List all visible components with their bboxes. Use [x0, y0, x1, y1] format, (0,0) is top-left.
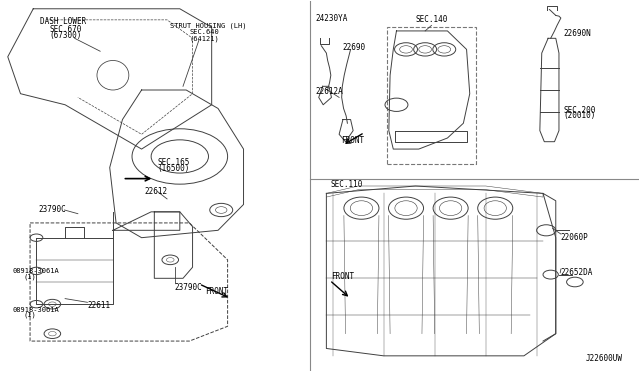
Text: 24230YA: 24230YA	[316, 13, 348, 22]
Text: FRONT: FRONT	[341, 137, 364, 145]
Text: 22652DA: 22652DA	[561, 268, 593, 277]
Text: DASH LOWER: DASH LOWER	[40, 17, 86, 26]
Text: FRONT: FRONT	[332, 272, 355, 281]
Text: (1): (1)	[24, 273, 36, 280]
Text: SEC.165: SEC.165	[157, 157, 190, 167]
Text: J22600UW: J22600UW	[586, 354, 623, 363]
Text: SEC.200: SEC.200	[563, 106, 596, 115]
Text: 22611: 22611	[88, 301, 111, 311]
Text: 22690N: 22690N	[563, 29, 591, 38]
Text: (67300): (67300)	[49, 31, 81, 40]
Text: FRONT: FRONT	[205, 287, 228, 296]
Text: SEC.640: SEC.640	[189, 29, 219, 35]
Text: 22612: 22612	[145, 187, 168, 196]
Text: SEC.140: SEC.140	[415, 15, 448, 24]
Text: 22690: 22690	[342, 43, 365, 52]
Text: (16500): (16500)	[157, 164, 190, 173]
Text: 08918-3061A: 08918-3061A	[13, 268, 60, 274]
Text: SEC.670: SEC.670	[49, 25, 81, 33]
Text: (64121): (64121)	[189, 35, 219, 42]
Text: 23790C: 23790C	[175, 283, 202, 292]
Text: (20010): (20010)	[563, 111, 596, 121]
Text: (1): (1)	[24, 312, 36, 318]
Text: 23790C: 23790C	[38, 205, 66, 215]
Text: 08918-3061A: 08918-3061A	[13, 307, 60, 313]
Text: 22612A: 22612A	[316, 87, 343, 96]
Text: SEC.110: SEC.110	[331, 180, 364, 189]
Text: STRUT HOUSING (LH): STRUT HOUSING (LH)	[170, 22, 247, 29]
Text: 22060P: 22060P	[561, 233, 589, 242]
